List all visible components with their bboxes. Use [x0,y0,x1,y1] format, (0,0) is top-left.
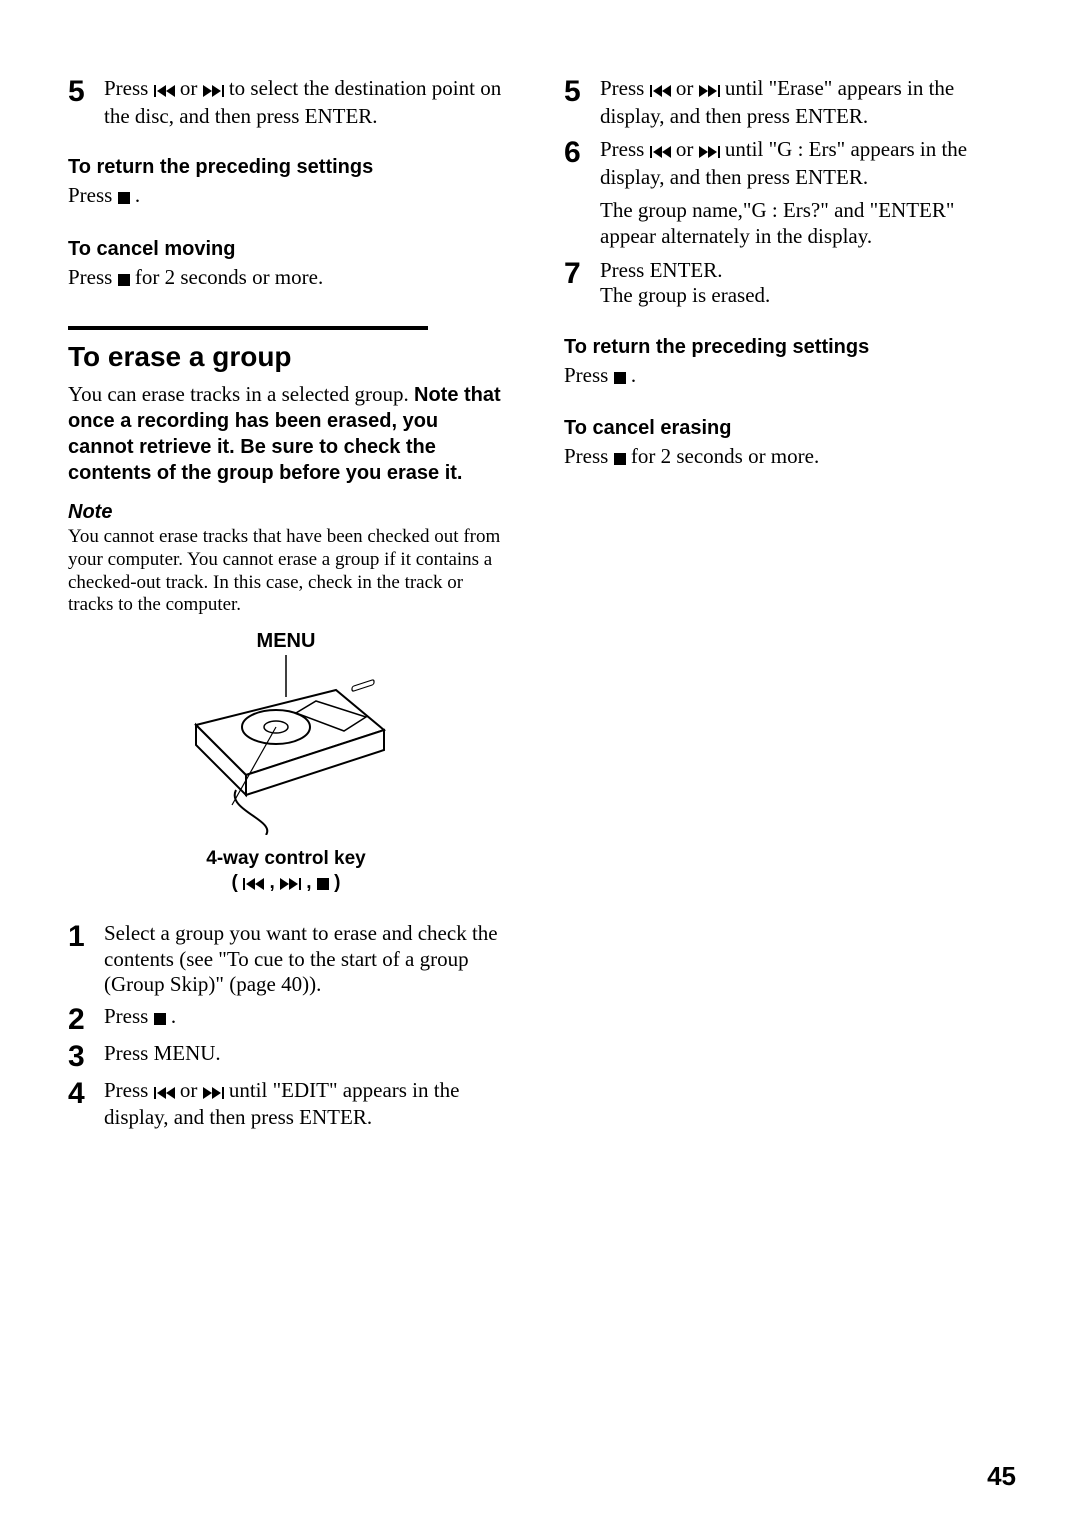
sub-body: Press for 2 seconds or more. [564,444,1000,472]
text: or [676,76,699,100]
device-svg [166,655,406,835]
step-body: Press or until "EDIT" appears in the dis… [104,1078,504,1131]
text: ) [334,872,340,893]
text: Press [104,1004,154,1028]
step-body: Press or to select the destination point… [104,76,504,129]
step-number: 3 [68,1041,104,1072]
text: , [269,872,280,893]
page-number: 45 [987,1461,1016,1492]
step-number: 1 [68,921,104,952]
text: for 2 seconds or more. [135,265,323,289]
step-body: Press MENU. [104,1041,504,1067]
skip-next-icon [699,139,720,165]
sub-heading: To return the preceding settings [564,335,1000,359]
step-body: Press or until "G : Ers" appears in the … [600,137,1000,249]
note-heading: Note [68,500,504,524]
step-number: 5 [564,76,600,107]
step-1: 1 Select a group you want to erase and c… [68,921,504,998]
step-body: Press ENTER. The group is erased. [600,258,1000,309]
step-body: Press . [104,1004,504,1032]
skip-next-icon [203,78,224,104]
device-illustration: MENU [68,629,504,897]
step-number: 2 [68,1004,104,1035]
skip-next-icon [203,1080,224,1106]
text: or [180,1078,203,1102]
text: , [306,872,317,893]
text: Press [600,137,650,161]
stop-icon [118,267,130,293]
stop-icon [614,365,626,391]
step-number: 6 [564,137,600,168]
text: or [180,76,203,100]
step-6: 6 Press or until "G : Ers" appears in th… [564,137,1000,249]
skip-prev-icon [154,1080,175,1106]
text: Press [104,76,154,100]
step-2: 2 Press . [68,1004,504,1035]
stop-icon [614,446,626,472]
text: The group name,"G : Ers?" and "ENTER" ap… [600,198,1000,249]
step-4: 4 Press or until "EDIT" appears in the d… [68,1078,504,1131]
step-body: Select a group you want to erase and che… [104,921,504,998]
step-number: 5 [68,76,104,107]
text: or [676,137,699,161]
text: The group is erased. [600,283,1000,309]
stop-icon [317,873,329,897]
text: Press [68,183,118,207]
sub-body: Press . [68,183,504,211]
text: . [631,363,636,387]
text: Press [564,363,614,387]
sub-body: Press for 2 seconds or more. [68,265,504,293]
step-7: 7 Press ENTER. The group is erased. [564,258,1000,309]
text: You can erase tracks in a selected group… [68,382,414,406]
stop-icon [154,1006,166,1032]
section-body: You can erase tracks in a selected group… [68,382,504,486]
sub-heading: To cancel erasing [564,416,1000,440]
step-5-left: 5 Press or to select the destination poi… [68,76,504,129]
section-heading: To erase a group [68,340,504,374]
illustration-caption: 4-way control key ( , , ) [68,847,504,897]
text: Press [600,76,650,100]
skip-next-icon [699,78,720,104]
menu-label: MENU [68,629,504,653]
caption-line2: ( , , ) [232,872,341,893]
sub-body: Press . [564,363,1000,391]
caption-line1: 4-way control key [206,848,365,869]
skip-prev-icon [154,78,175,104]
step-number: 4 [68,1078,104,1109]
stop-icon [118,185,130,211]
section-rule [68,326,428,330]
text: Press [564,444,614,468]
right-column: 5 Press or until "Erase" appears in the … [564,76,1000,1137]
skip-prev-icon [243,873,264,897]
skip-prev-icon [650,78,671,104]
step-5-right: 5 Press or until "Erase" appears in the … [564,76,1000,129]
text: Press [104,1078,154,1102]
text: for 2 seconds or more. [631,444,819,468]
text: ( [232,872,238,893]
text: . [135,183,140,207]
note-body: You cannot erase tracks that have been c… [68,526,504,617]
skip-prev-icon [650,139,671,165]
step-number: 7 [564,258,600,289]
left-column: 5 Press or to select the destination poi… [68,76,504,1137]
text: Press ENTER. [600,258,723,282]
text: . [171,1004,176,1028]
text: Press [68,265,118,289]
sub-heading: To return the preceding settings [68,155,504,179]
step-3: 3 Press MENU. [68,1041,504,1072]
sub-heading: To cancel moving [68,237,504,261]
step-body: Press or until "Erase" appears in the di… [600,76,1000,129]
skip-next-icon [280,873,301,897]
